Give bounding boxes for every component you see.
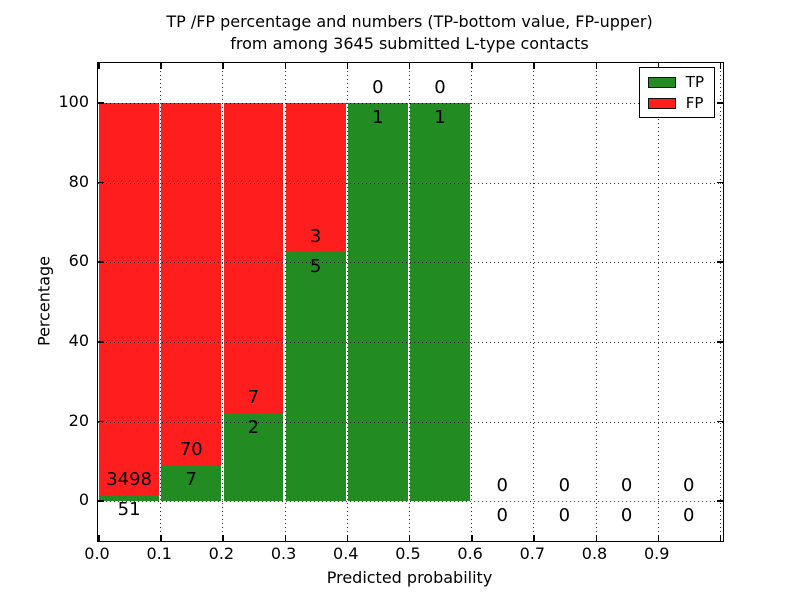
x-tick-label: 0.8 (581, 544, 608, 563)
tp-count-label: 7 (185, 468, 198, 490)
fp-count-label: 0 (683, 475, 695, 497)
fp-count-label: 7 (247, 386, 260, 408)
y-tick-label: 60 (68, 251, 89, 271)
bar-tp-segment (285, 252, 346, 502)
y-tick-label: 40 (68, 330, 89, 350)
x-tick-top (98, 63, 100, 69)
bar-fp-segment (285, 102, 346, 253)
y-tick-label: 80 (68, 171, 89, 191)
fp-count-label: 0 (496, 475, 508, 497)
fp-count-label: 3 (309, 226, 322, 248)
fp-count-label: 0 (434, 76, 446, 98)
x-tick-label: 0.2 (208, 544, 235, 563)
bar-tp-segment (161, 464, 222, 502)
tp-count-label: 0 (496, 505, 508, 527)
legend-item-tp: TP (647, 73, 704, 91)
x-axis-label: Predicted probability (326, 568, 493, 587)
tp-count-label: 1 (372, 106, 384, 128)
x-tick-bottom (98, 535, 100, 541)
tp-swatch-icon (647, 76, 676, 88)
chart-title: TP /FP percentage and numbers (TP-bottom… (97, 11, 722, 55)
tp-count-label: 5 (309, 256, 322, 278)
tp-count-label: 0 (558, 505, 571, 527)
label-layer: 3498 51 70 7 7 2 3 5 0 1 0 1 0 0 0 0 0 0 0 0 (98, 63, 723, 541)
legend-label-fp: FP (685, 94, 704, 112)
tp-count-label: 0 (683, 505, 695, 527)
tp-count-label: 51 (117, 499, 141, 521)
x-tick-label: 0.3 (270, 544, 297, 563)
bars-layer (98, 63, 723, 541)
tp-count-label: 0 (620, 505, 633, 527)
x-tick-label: 0.1 (146, 544, 172, 563)
chart-title-line2: from among 3645 submitted L-type contact… (230, 34, 589, 53)
legend-label-tp: TP (685, 73, 704, 91)
x-tick-label: 0.0 (84, 544, 110, 563)
y-tick-label: 20 (68, 410, 89, 430)
chart-title-line1: TP /FP percentage and numbers (TP-bottom… (166, 12, 653, 31)
x-tick-label: 0.6 (457, 544, 483, 563)
x-tick-label: 0.5 (395, 544, 421, 563)
fp-count-label: 70 (179, 438, 203, 460)
fp-count-label: 0 (372, 76, 384, 98)
y-tick-label: 100 (58, 91, 89, 111)
bar-fp-segment (99, 102, 159, 496)
fp-swatch-icon (647, 97, 676, 109)
x-tick-label: 0.7 (519, 544, 546, 563)
x-tick-label: 0.4 (333, 544, 359, 563)
fp-count-label: 0 (620, 475, 633, 497)
bar-tp-segment (347, 102, 408, 502)
legend-item-fp: FP (647, 94, 704, 112)
bar-tp-segment (99, 495, 159, 502)
plot-area: 3498 51 70 7 7 2 3 5 0 1 0 1 0 0 0 0 0 0 0 0 TP FP (97, 62, 724, 542)
bar-fp-segment (223, 102, 284, 413)
fp-count-label: 0 (558, 475, 571, 497)
bar-fp-segment (161, 102, 222, 465)
fp-count-label: 3498 (106, 469, 152, 491)
bar-tp-segment (410, 102, 470, 502)
y-tick-label: 0 (78, 490, 89, 510)
tp-count-label: 1 (434, 106, 446, 128)
x-tick-label: 0.9 (643, 544, 670, 563)
legend: TP FP (638, 67, 715, 118)
bar-tp-segment (223, 412, 284, 502)
tp-count-label: 2 (247, 416, 260, 438)
